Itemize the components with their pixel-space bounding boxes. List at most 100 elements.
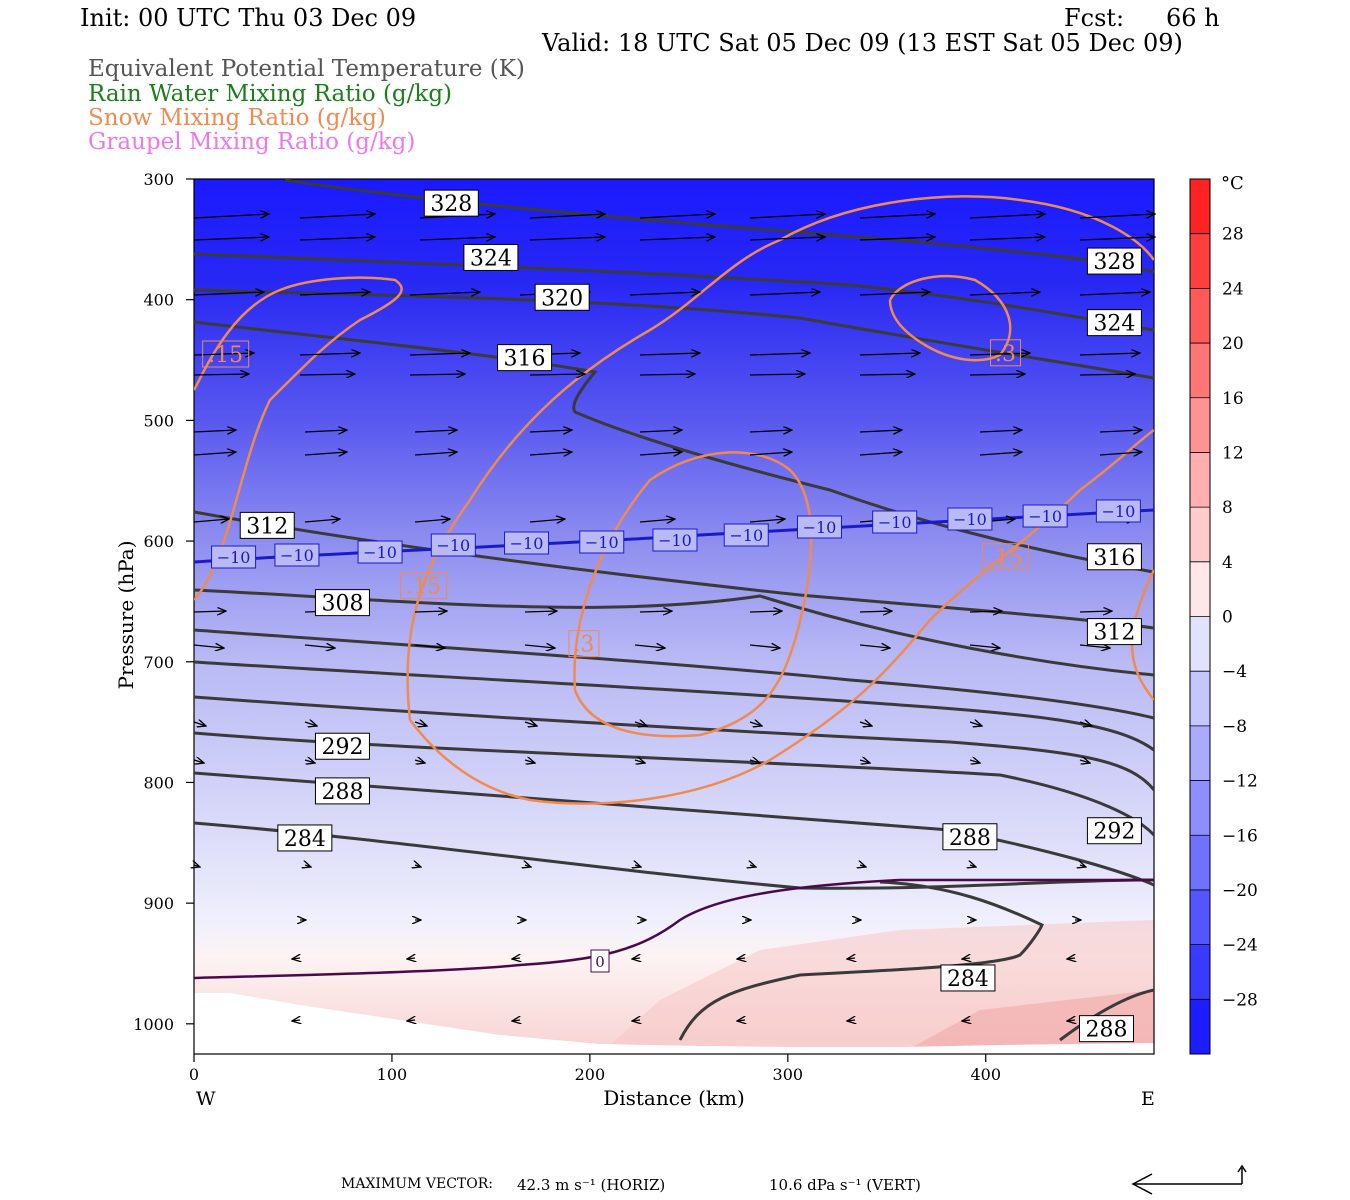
wind-vector	[969, 760, 980, 763]
x-tick-label: 0	[189, 1065, 199, 1084]
reference-vector	[1131, 1164, 1247, 1195]
svg-text:.15: .15	[208, 343, 243, 368]
colorbar-label: −12	[1222, 772, 1258, 792]
wind-vector	[409, 292, 480, 295]
wind-vector	[292, 958, 300, 959]
minus10-label: −10	[947, 507, 993, 531]
x-axis-east: E	[1141, 1088, 1155, 1110]
theta-e-296-line	[194, 695, 1154, 791]
wind-vector	[749, 292, 820, 295]
colorbar-label: 12	[1222, 443, 1244, 463]
wind-vector	[847, 1020, 855, 1021]
wind-vector	[962, 958, 970, 959]
wind-vector	[859, 452, 902, 455]
colorbar-band	[1190, 889, 1210, 946]
minus10-label: −10	[1095, 499, 1141, 523]
wind-vector	[414, 430, 457, 432]
snow-label: .3	[568, 630, 600, 658]
wind-vector	[304, 519, 340, 522]
forecast-hours: 66 h	[1166, 4, 1220, 32]
wind-vector	[979, 452, 1022, 455]
wind-vector	[299, 292, 370, 295]
theta-e-label: 324	[463, 243, 519, 271]
svg-text:−10: −10	[803, 518, 837, 537]
wind-vector	[639, 430, 682, 432]
snow-015-lower	[409, 428, 1154, 805]
wind-vector	[193, 760, 204, 763]
wind-vector	[193, 430, 236, 432]
minus10-label: −10	[504, 531, 550, 555]
colorbar-band	[1190, 561, 1210, 617]
theta-e-labels: 328 324 320 316 312 308 292 288 284 328 324 316 312 2…	[239, 189, 1142, 1043]
wind-vector	[524, 760, 535, 763]
wind-vector	[1079, 214, 1155, 219]
wind-vector	[1067, 1020, 1075, 1021]
zero-degree-label: 0	[590, 949, 610, 973]
theta-e-label: 320	[534, 283, 590, 311]
snow-015-right	[1130, 569, 1154, 701]
snow-contours	[194, 195, 1154, 805]
svg-text:328: 328	[430, 192, 472, 217]
svg-text:−10: −10	[953, 510, 987, 529]
snow-015-left	[194, 276, 403, 601]
wind-vector	[859, 760, 870, 763]
snow-03-right	[888, 274, 1012, 362]
wind-vector	[639, 353, 700, 355]
plot-frame	[193, 178, 1155, 1055]
wind-vector	[749, 237, 825, 240]
wind-vector	[859, 237, 935, 240]
wind-vector	[969, 611, 1002, 612]
legend-theta-e: Equivalent Potential Temperature (K)	[88, 56, 525, 82]
legend-graupel: Graupel Mixing Ratio (g/kg)	[88, 129, 416, 155]
colorbar-band	[1190, 944, 1210, 1000]
wind-vector	[859, 611, 892, 612]
colorbar-label: −8	[1222, 717, 1247, 737]
wind-vector	[193, 292, 264, 295]
wind-vector	[524, 722, 537, 726]
svg-text:312: 312	[1093, 621, 1135, 646]
theta-e-label: 284	[940, 964, 996, 992]
wind-vector	[639, 519, 675, 522]
wind-vector	[1079, 760, 1090, 763]
svg-text:−10: −10	[729, 526, 763, 545]
wind-vector	[304, 722, 317, 726]
minus10-label: −10	[652, 528, 698, 552]
svg-text:308: 308	[321, 592, 363, 617]
theta-e-324-line	[194, 252, 1154, 332]
colorbar-band	[1190, 835, 1210, 891]
wind-vector	[529, 452, 572, 455]
colorbar-label: −24	[1222, 936, 1258, 956]
wind-vector	[859, 374, 915, 375]
wind-vector	[193, 214, 269, 219]
init-time: Init: 00 UTC Thu 03 Dec 09	[80, 4, 417, 32]
svg-text:−10: −10	[1101, 502, 1135, 521]
wind-vector	[639, 237, 715, 240]
wind-vector	[859, 430, 902, 432]
wind-vector	[634, 760, 645, 763]
minus10-label: −10	[211, 545, 257, 569]
wind-vector	[193, 645, 224, 648]
wind-vector	[292, 1020, 300, 1021]
wind-vector	[305, 865, 311, 867]
wind-vector	[962, 1020, 970, 1021]
y-tick-label: 1000	[133, 1015, 174, 1034]
wind-vector	[407, 1020, 415, 1021]
wind-vector	[409, 374, 465, 375]
colorbar-label: −16	[1222, 826, 1258, 846]
wind-vector	[299, 214, 375, 219]
wind-vector	[639, 611, 672, 612]
wind-vector	[193, 237, 269, 240]
svg-text:−10: −10	[280, 546, 314, 565]
theta-e-label: 328	[1086, 247, 1142, 275]
wind-vector	[193, 353, 254, 355]
theta-e-304-line	[194, 628, 1154, 720]
y-tick-label: 700	[143, 653, 174, 672]
zero-label: 0	[590, 949, 610, 973]
wind-vector	[749, 353, 810, 355]
wind-vector	[970, 865, 976, 867]
wind-vector	[635, 865, 641, 867]
wind-vector	[407, 958, 415, 959]
wind-vector	[529, 519, 565, 522]
snow-label: .15	[400, 572, 448, 600]
theta-e-312-line	[194, 510, 1154, 630]
